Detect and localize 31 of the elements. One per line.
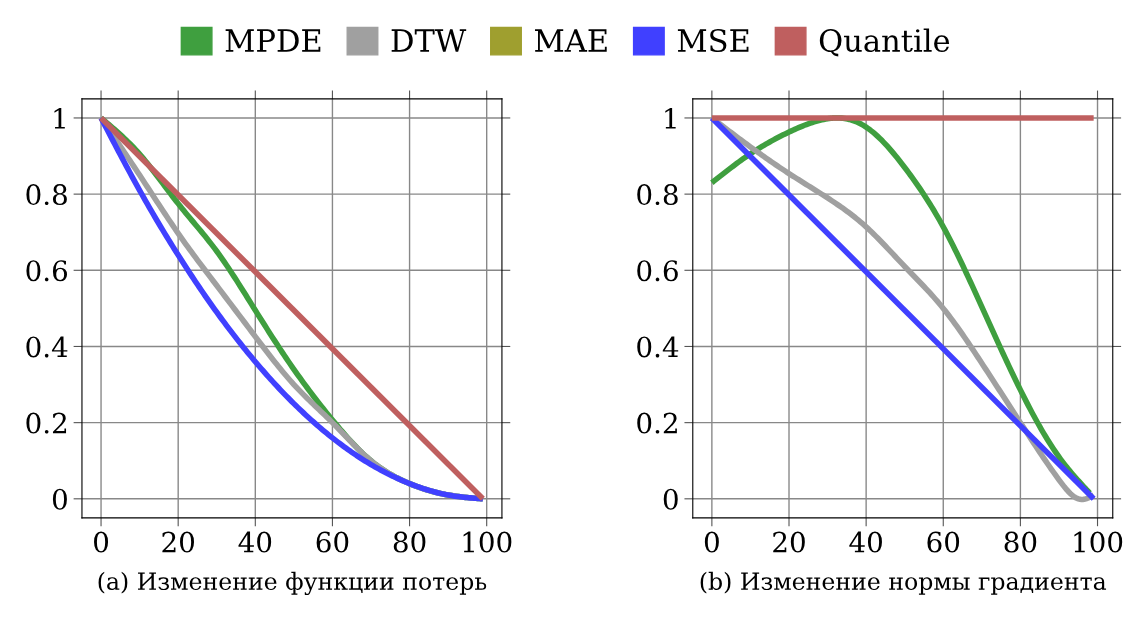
legend-label: Quantile [819, 28, 950, 57]
y-tick-label: 0.6 [26, 260, 68, 282]
y-tick-label: 0.4 [637, 336, 679, 358]
y-tick-label: 0.4 [26, 336, 68, 358]
x-tick-label: 0 [704, 531, 719, 553]
x-axis-title: (a) Изменение функции потерь [98, 571, 487, 596]
x-tick-label: 100 [463, 531, 512, 553]
y-tick-label: 0.8 [637, 184, 678, 206]
y-tick-label: 0.2 [26, 412, 67, 434]
x-tick-label: 20 [162, 531, 194, 553]
x-tick-label: 40 [849, 531, 882, 553]
x-tick-label: 80 [393, 531, 426, 553]
y-tick-label: 0.8 [26, 184, 67, 206]
y-tick-label: 0 [52, 488, 67, 510]
y-tick-label: 0.6 [637, 260, 678, 282]
x-tick-label: 80 [1004, 531, 1037, 553]
y-tick-label: 1 [54, 107, 65, 129]
legend-label: MPDE [225, 29, 321, 52]
x-tick-label: 20 [773, 531, 805, 553]
y-tick-label: 0 [663, 488, 678, 510]
legend-label: MAE [535, 29, 607, 52]
x-tick-label: 40 [238, 531, 272, 553]
x-tick-label: 60 [927, 531, 960, 553]
legend-label: MSE [677, 28, 749, 53]
x-axis-title: (b) Изменение нормы градиента [700, 571, 1107, 595]
y-tick-label: 1 [665, 107, 676, 129]
x-tick-label: 100 [1074, 531, 1123, 553]
x-tick-label: 60 [316, 531, 349, 553]
legend-label: DTW [391, 29, 467, 52]
y-tick-label: 0.2 [637, 412, 677, 434]
x-tick-label: 0 [94, 531, 109, 553]
